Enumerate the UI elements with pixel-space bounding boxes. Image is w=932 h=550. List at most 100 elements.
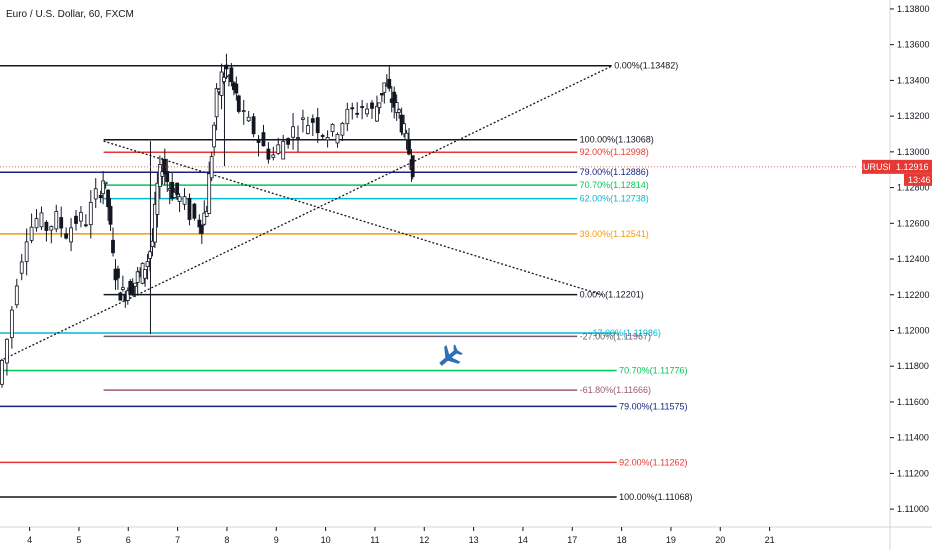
candle-down <box>392 91 397 108</box>
candle-down <box>234 83 239 94</box>
candle-up <box>148 251 152 259</box>
x-tick-label: 20 <box>715 535 725 545</box>
candle-down <box>175 182 180 195</box>
candle-up <box>172 191 177 198</box>
candle-down <box>192 203 197 219</box>
candle-up <box>402 123 406 135</box>
candle-up <box>9 309 14 338</box>
y-tick-label: 1.13800 <box>897 4 930 14</box>
y-tick-label: 1.12600 <box>897 218 930 228</box>
candle-down <box>229 67 234 83</box>
candle-up <box>397 109 402 113</box>
candle-down <box>187 197 192 220</box>
candle-up <box>135 271 140 283</box>
fib-level-label: 79.00%(1.12886) <box>580 167 649 177</box>
candle-down <box>74 215 78 224</box>
y-tick-label: 1.12000 <box>897 325 930 335</box>
y-tick-label: 1.13200 <box>897 111 930 121</box>
candle-up <box>103 181 108 185</box>
candle-up <box>212 124 217 148</box>
x-tick-label: 6 <box>126 535 131 545</box>
y-tick-label: 1.12400 <box>897 254 930 264</box>
candle-up <box>29 226 34 241</box>
fib-level-label: 79.00%(1.11575) <box>619 401 687 411</box>
candle-down <box>106 189 110 208</box>
candle-up <box>153 203 157 243</box>
candle-down <box>266 148 271 160</box>
candle-down <box>118 292 123 301</box>
candle-up <box>145 261 150 267</box>
candle-down <box>315 117 320 134</box>
candle-up <box>79 212 83 222</box>
candle-up <box>241 110 246 113</box>
candle-up <box>222 76 226 83</box>
candle-down <box>387 78 392 89</box>
y-tick-label: 1.11800 <box>897 361 929 371</box>
candle-down <box>199 224 204 234</box>
y-tick-label: 1.13400 <box>897 75 930 85</box>
candle-down <box>130 283 135 296</box>
candle-up <box>93 188 98 200</box>
fib-level-label: 92.00%(1.12998) <box>580 147 649 157</box>
candle-up <box>202 212 207 225</box>
candle-up <box>133 282 138 287</box>
x-tick-label: 17 <box>567 535 577 545</box>
chart-title: Euro / U.S. Dollar, 60, FXCM <box>6 9 134 20</box>
candle-up <box>177 196 182 202</box>
candle-up <box>0 360 4 385</box>
candle-down <box>370 102 374 109</box>
candle-down <box>108 205 113 225</box>
x-tick-label: 5 <box>76 535 81 545</box>
candle-down <box>355 112 360 115</box>
candle-up <box>305 125 310 134</box>
candle-down <box>320 135 325 137</box>
y-tick-label: 1.13000 <box>897 147 930 157</box>
x-tick-label: 12 <box>419 535 429 545</box>
candle-up <box>5 338 9 364</box>
candle-down <box>310 118 315 123</box>
candle-down <box>59 217 64 229</box>
candle-up <box>246 116 251 122</box>
candle-up <box>281 141 286 160</box>
x-tick-label: 4 <box>27 535 32 545</box>
fib-level-label: 100.00%(1.11068) <box>619 492 692 502</box>
candle-up <box>382 82 387 93</box>
fib-level-label: -17.00%(1.11986) <box>590 328 661 338</box>
candle-down <box>236 95 241 112</box>
candle-up <box>325 137 330 141</box>
candle-down <box>407 139 411 155</box>
fib-level-label: 70.70%(1.11776) <box>619 366 687 376</box>
candle-down <box>64 233 69 239</box>
candle-up <box>276 144 281 154</box>
candle-up <box>69 227 73 243</box>
y-tick-label: 1.11200 <box>897 468 929 478</box>
candle-up <box>143 269 147 279</box>
trendline <box>103 140 603 296</box>
candle-up <box>340 122 345 136</box>
candle-up <box>375 105 379 122</box>
candle-down <box>350 107 355 110</box>
candle-down <box>360 106 365 108</box>
y-tick-label: 1.11000 <box>897 504 929 514</box>
fib-level-label: 0.00%(1.13482) <box>614 61 678 71</box>
x-tick-label: 14 <box>518 535 528 545</box>
x-tick-label: 19 <box>666 535 676 545</box>
candle-up <box>34 218 39 229</box>
candle-up <box>14 285 19 306</box>
candle-up <box>150 240 155 248</box>
candle-up <box>24 241 29 262</box>
last-price-tag <box>890 159 932 174</box>
candle-up <box>394 102 399 113</box>
candle-up <box>155 182 160 215</box>
fib-level-label: -61.80%(1.11666) <box>580 385 651 395</box>
candle-up <box>101 180 106 195</box>
candle-up <box>219 71 224 96</box>
x-tick-label: 7 <box>175 535 180 545</box>
y-tick-label: 1.12200 <box>897 290 930 300</box>
symbol-tag <box>862 159 890 174</box>
candle-up <box>271 154 276 158</box>
fib-level-label: 100.00%(1.13068) <box>580 135 654 145</box>
x-tick-label: 18 <box>617 535 627 545</box>
